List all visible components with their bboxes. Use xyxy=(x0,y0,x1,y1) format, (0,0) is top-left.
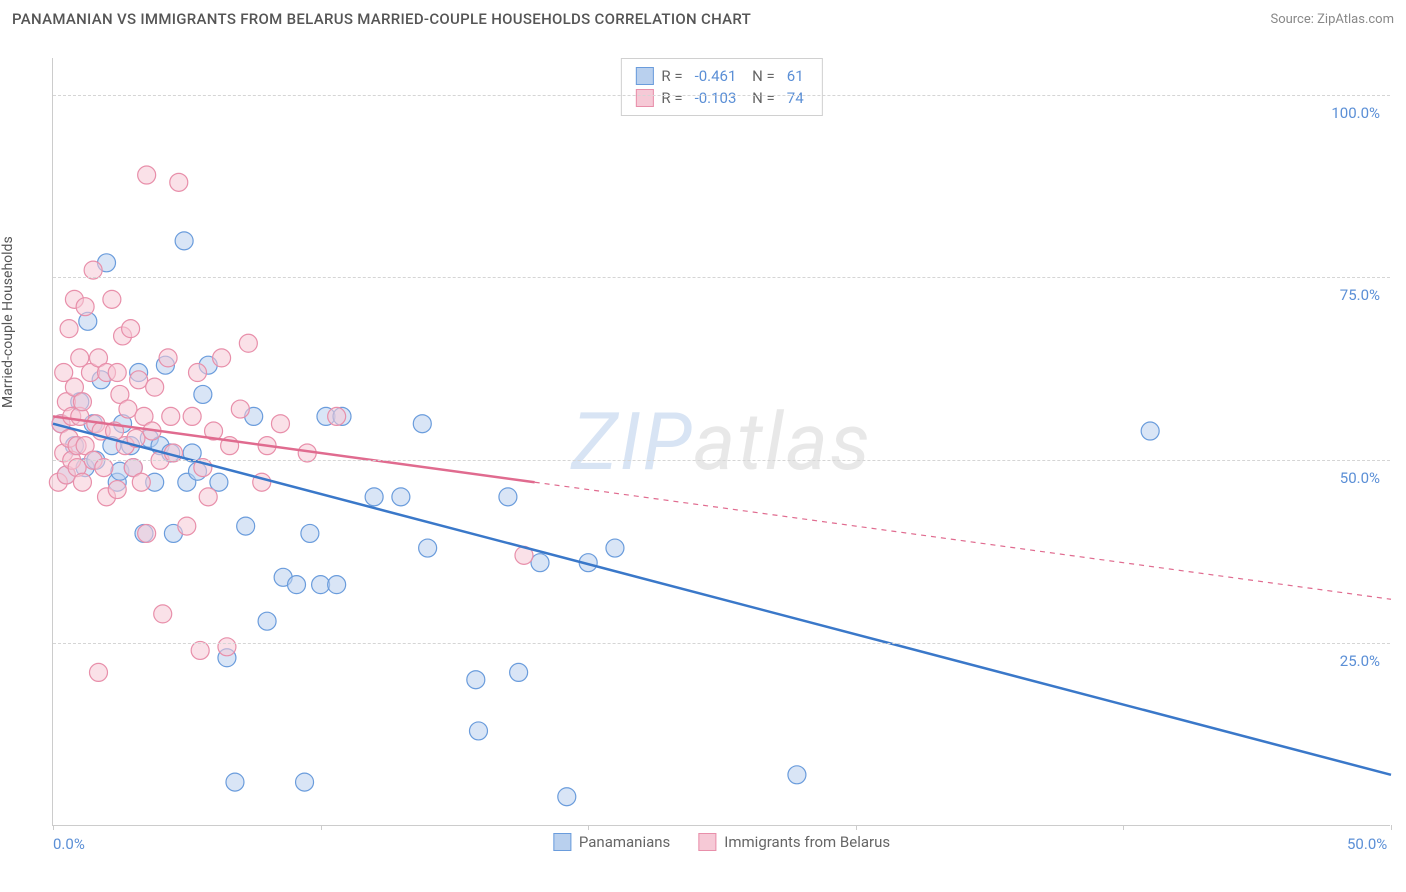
legend-r-label: R = xyxy=(661,67,682,85)
legend-row: R = -0.103 N = 74 xyxy=(635,87,807,109)
legend-swatch xyxy=(635,67,653,85)
data-point xyxy=(183,407,201,425)
correlation-legend: R = -0.461 N = 61 R = -0.103 N = 74 xyxy=(620,58,822,116)
gridline xyxy=(53,643,1390,644)
y-tick-label: 25.0% xyxy=(1340,652,1380,670)
y-tick-label: 75.0% xyxy=(1340,286,1380,304)
trend-line xyxy=(53,424,1391,775)
data-point xyxy=(271,415,289,433)
data-point xyxy=(788,766,806,784)
y-axis-label: Married-couple Households xyxy=(0,236,16,408)
legend-n-value: 61 xyxy=(787,67,804,85)
data-point xyxy=(154,605,172,623)
data-point xyxy=(419,539,437,557)
plot-svg xyxy=(53,58,1390,825)
legend-swatch xyxy=(698,833,716,851)
data-point xyxy=(301,524,319,542)
data-point xyxy=(191,641,209,659)
data-point xyxy=(108,364,126,382)
x-tick-label: 50.0% xyxy=(1347,835,1387,853)
legend-n-label: N = xyxy=(748,89,774,107)
data-point xyxy=(328,407,346,425)
legend-n-label: N = xyxy=(748,67,774,85)
data-point xyxy=(159,349,177,367)
data-point xyxy=(499,488,517,506)
data-point xyxy=(146,378,164,396)
data-point xyxy=(108,481,126,499)
data-point xyxy=(130,371,148,389)
data-point xyxy=(288,576,306,594)
x-tick xyxy=(588,825,589,830)
chart-source: Source: ZipAtlas.com xyxy=(1270,12,1394,27)
data-point xyxy=(178,517,196,535)
data-point xyxy=(413,415,431,433)
legend-r-value: -0.103 xyxy=(695,89,737,107)
legend-n-value: 74 xyxy=(787,89,804,107)
data-point xyxy=(467,671,485,689)
data-point xyxy=(328,576,346,594)
data-point xyxy=(132,473,150,491)
x-tick xyxy=(321,825,322,830)
data-point xyxy=(138,524,156,542)
data-point xyxy=(175,232,193,250)
data-point xyxy=(60,320,78,338)
x-tick-label: 0.0% xyxy=(53,835,85,853)
data-point xyxy=(199,488,217,506)
data-point xyxy=(392,488,410,506)
data-point xyxy=(239,334,257,352)
y-tick-label: 50.0% xyxy=(1340,469,1380,487)
gridline xyxy=(53,95,1390,96)
gridline xyxy=(53,460,1390,461)
data-point xyxy=(189,364,207,382)
data-point xyxy=(231,400,249,418)
data-point xyxy=(122,320,140,338)
data-point xyxy=(510,663,528,681)
data-point xyxy=(237,517,255,535)
data-point xyxy=(312,576,330,594)
data-point xyxy=(138,166,156,184)
data-point xyxy=(365,488,383,506)
data-point xyxy=(95,459,113,477)
data-point xyxy=(296,773,314,791)
data-point xyxy=(258,612,276,630)
data-point xyxy=(218,638,236,656)
legend-r-value: -0.461 xyxy=(695,67,737,85)
data-point xyxy=(170,173,188,191)
data-point xyxy=(73,393,91,411)
chart-area: ZIPatlas R =-0.461 N =61R =-0.103 N =74 … xyxy=(52,58,1390,826)
data-point xyxy=(469,722,487,740)
series-legend: Panamanians Immigrants from Belarus xyxy=(553,825,890,851)
legend-label: Immigrants from Belarus xyxy=(724,833,890,851)
legend-r-label: R = xyxy=(661,89,682,107)
x-tick xyxy=(856,825,857,830)
data-point xyxy=(1141,422,1159,440)
data-point xyxy=(162,407,180,425)
legend-item: Immigrants from Belarus xyxy=(698,833,890,851)
data-point xyxy=(194,385,212,403)
trend-line-dashed xyxy=(535,482,1391,599)
data-point xyxy=(84,261,102,279)
data-point xyxy=(73,473,91,491)
legend-swatch xyxy=(635,89,653,107)
chart-header: PANAMANIAN VS IMMIGRANTS FROM BELARUS MA… xyxy=(12,10,1394,28)
data-point xyxy=(531,554,549,572)
y-tick-label: 100.0% xyxy=(1331,104,1380,122)
data-point xyxy=(89,663,107,681)
data-point xyxy=(213,349,231,367)
legend-row: R = -0.461 N = 61 xyxy=(635,65,807,87)
data-point xyxy=(103,290,121,308)
x-tick xyxy=(53,825,54,830)
data-point xyxy=(558,788,576,806)
legend-swatch xyxy=(553,833,571,851)
legend-label: Panamanians xyxy=(579,833,670,851)
legend-item: Panamanians xyxy=(553,833,670,851)
data-point xyxy=(76,298,94,316)
data-point xyxy=(119,400,137,418)
data-point xyxy=(606,539,624,557)
data-point xyxy=(226,773,244,791)
gridline xyxy=(53,277,1390,278)
chart-title: PANAMANIAN VS IMMIGRANTS FROM BELARUS MA… xyxy=(12,10,751,28)
x-tick xyxy=(1391,825,1392,830)
x-tick xyxy=(1123,825,1124,830)
